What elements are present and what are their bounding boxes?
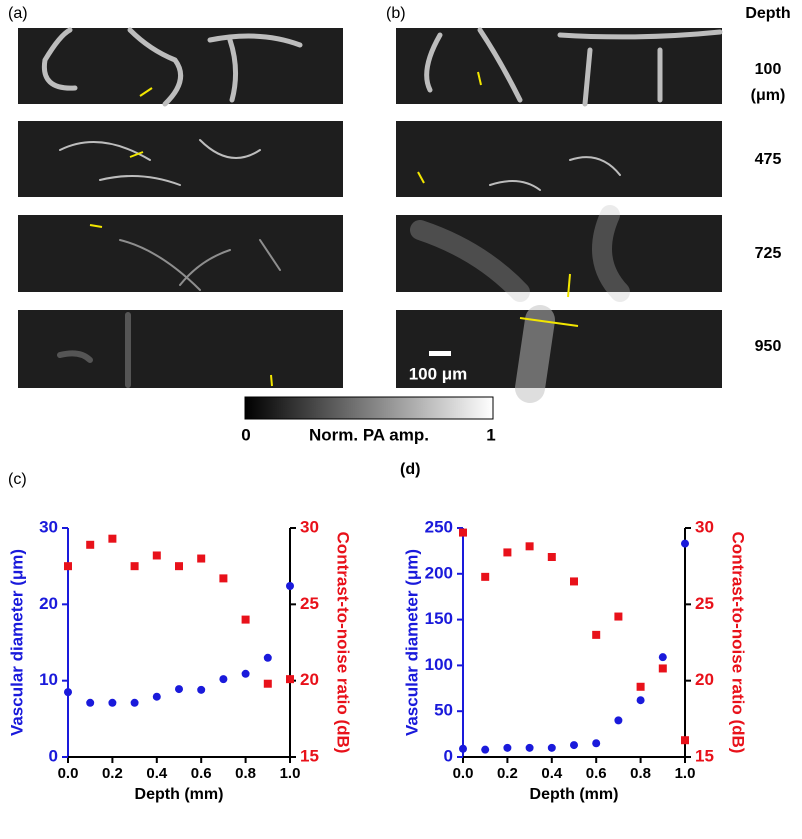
cnr-point <box>175 562 183 571</box>
diameter-point <box>459 744 467 753</box>
x-tick-label: 0.4 <box>146 765 168 782</box>
colorbar <box>244 396 494 420</box>
cnr-point <box>592 630 601 639</box>
x-tick-label: 0.2 <box>497 765 518 782</box>
cnr-point <box>86 540 95 549</box>
cnr-point <box>64 562 72 571</box>
cnr-point <box>152 551 161 560</box>
x-tick-label: 0.0 <box>453 765 474 782</box>
cnr-point <box>681 736 689 745</box>
diameter-point <box>64 688 72 697</box>
x-tick-label: 0.8 <box>235 765 256 782</box>
y2-tick-label: 15 <box>300 746 319 765</box>
cnr-point <box>614 612 623 621</box>
cnr-point <box>658 664 667 673</box>
diameter-point <box>525 743 534 752</box>
x-tick-label: 1.0 <box>675 765 696 782</box>
diameter-point <box>197 685 206 694</box>
y-tick-label: 50 <box>434 701 453 720</box>
x-tick-label: 0.2 <box>102 765 123 782</box>
diameter-point <box>175 685 183 694</box>
x-tick-label: 0.6 <box>586 765 607 782</box>
cnr-point <box>481 572 490 581</box>
y2-tick-label: 25 <box>695 594 714 613</box>
y-axis-label: Vascular diameter (μm) <box>402 549 421 736</box>
y2-axis-label: Contrast-to-noise ratio (dB) <box>334 532 353 754</box>
y-tick-label: 10 <box>39 670 58 689</box>
depth-unit: (μm) <box>751 87 786 104</box>
x-axis-label: Depth (mm) <box>530 786 619 803</box>
cnr-point <box>108 534 117 543</box>
x-tick-label: 0.6 <box>191 765 212 782</box>
cnr-point <box>263 679 272 688</box>
depth-label: 725 <box>755 245 782 262</box>
diameter-point <box>152 692 161 701</box>
depth-label: 950 <box>755 338 782 355</box>
diameter-point <box>681 539 689 548</box>
image-panels <box>18 27 723 403</box>
diameter-point <box>86 698 95 707</box>
y-tick-label: 150 <box>425 609 453 628</box>
diameter-point <box>592 739 601 748</box>
y-tick-label: 250 <box>425 517 453 536</box>
diameter-point <box>570 741 578 750</box>
depth-header: Depth <box>745 5 790 22</box>
colorbar-label: Norm. PA amp. <box>309 425 429 444</box>
x-axis-label: Depth (mm) <box>135 786 224 803</box>
y-tick-label: 20 <box>39 594 58 613</box>
diameter-point <box>108 698 117 707</box>
y2-axis-label: Contrast-to-noise ratio (dB) <box>729 532 748 754</box>
cnr-point <box>286 675 294 684</box>
diameter-point <box>547 743 556 752</box>
depth-label: 100 <box>755 61 782 78</box>
cnr-point <box>570 577 578 586</box>
diameter-point <box>286 582 294 591</box>
panel-label: (b) <box>386 5 406 22</box>
diameter-point <box>658 653 667 662</box>
colorbar-min: 0 <box>241 425 250 444</box>
panel-label: (c) <box>8 471 27 488</box>
x-tick-label: 0.0 <box>58 765 79 782</box>
scale-bar-label: 100 μm <box>409 364 468 383</box>
y-axis-label: Vascular diameter (μm) <box>7 549 26 736</box>
x-tick-label: 0.8 <box>630 765 651 782</box>
diameter-point <box>503 743 512 752</box>
diameter-point <box>130 698 139 707</box>
cnr-point <box>219 574 228 583</box>
y2-tick-label: 30 <box>300 517 319 536</box>
diameter-point <box>241 669 250 678</box>
cnr-point <box>547 553 556 562</box>
y2-tick-label: 20 <box>695 670 714 689</box>
x-tick-label: 0.4 <box>541 765 563 782</box>
cnr-point <box>503 548 512 557</box>
diameter-point <box>481 745 490 754</box>
depth-label: 475 <box>755 151 782 168</box>
diameter-point <box>263 653 272 662</box>
x-tick-label: 1.0 <box>280 765 301 782</box>
y2-tick-label: 15 <box>695 746 714 765</box>
cnr-point <box>197 554 206 563</box>
diameter-point <box>614 716 623 725</box>
y2-tick-label: 20 <box>300 670 319 689</box>
panel-label: (a) <box>8 5 28 22</box>
y-tick-label: 200 <box>425 563 453 582</box>
y2-tick-label: 30 <box>695 517 714 536</box>
y-tick-label: 0 <box>444 746 453 765</box>
panel-label: (d) <box>400 461 420 478</box>
y-tick-label: 30 <box>39 517 58 536</box>
y-tick-label: 0 <box>49 746 58 765</box>
colorbar-max: 1 <box>486 425 495 444</box>
cnr-point <box>636 682 645 691</box>
cnr-point <box>525 542 534 551</box>
y2-tick-label: 25 <box>300 594 319 613</box>
cnr-point <box>130 562 139 571</box>
y-tick-label: 100 <box>425 655 453 674</box>
diameter-point <box>219 675 228 684</box>
cnr-point <box>459 528 467 537</box>
diameter-point <box>636 696 645 705</box>
cnr-point <box>241 615 250 624</box>
